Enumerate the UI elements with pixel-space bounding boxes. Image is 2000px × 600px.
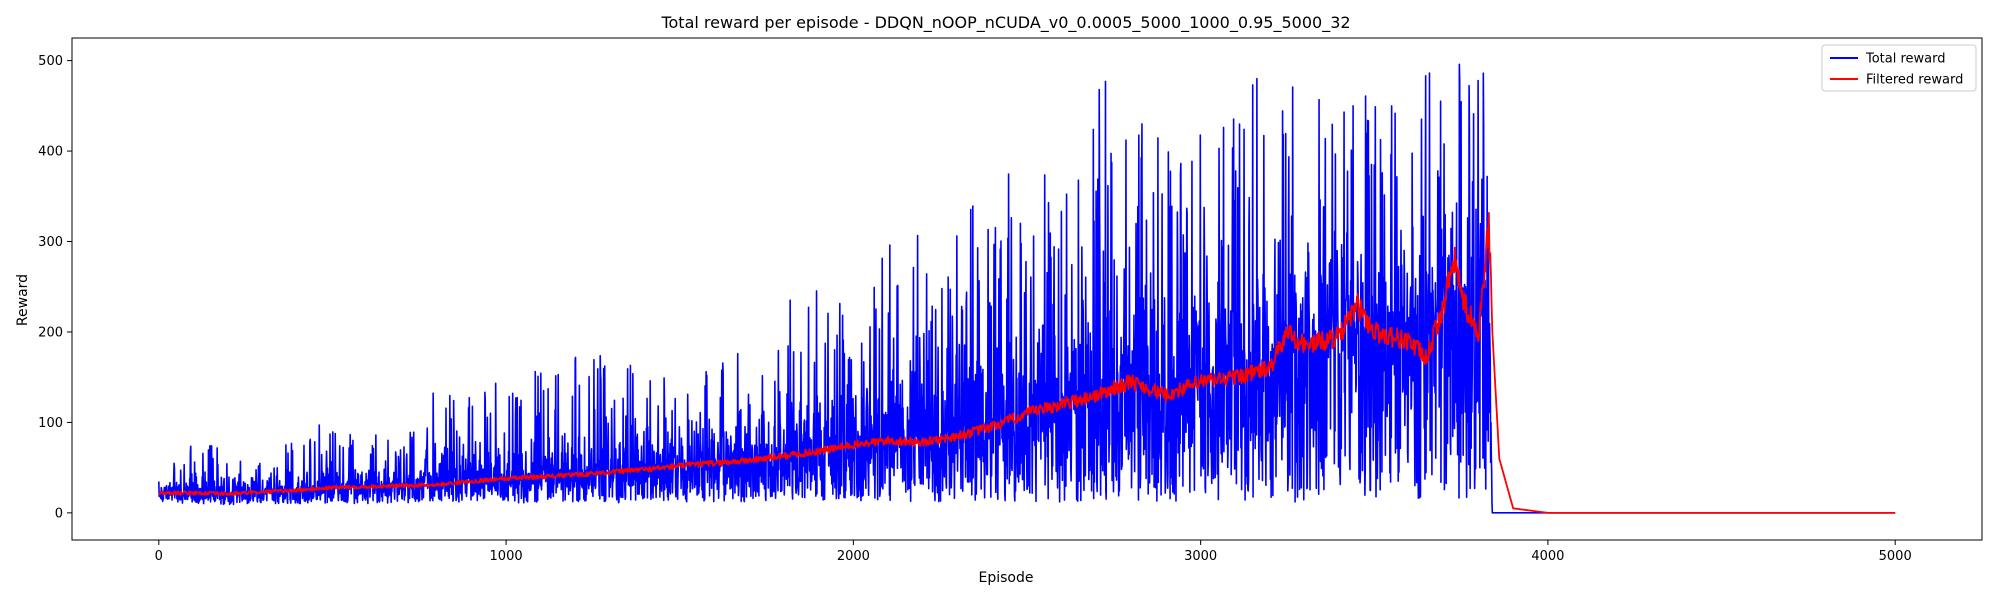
y-tick-label: 400 [38, 145, 63, 160]
y-tick-label: 300 [38, 235, 63, 250]
y-axis-ticks: 0 100 200 300 400 500 [38, 54, 72, 521]
x-tick-label: 0 [155, 549, 163, 564]
y-tick-label: 100 [38, 416, 63, 431]
filtered-reward-line [158, 211, 1896, 514]
x-tick-label: 1000 [490, 549, 523, 564]
x-axis-ticks: 0 1000 2000 3000 4000 5000 [155, 540, 1912, 564]
chart-title: Total reward per episode - DDQN_nOOP_nCU… [660, 13, 1350, 33]
legend-entry: Total reward [1865, 52, 1946, 67]
x-tick-label: 5000 [1879, 549, 1912, 564]
chart-legend: Total reward Filtered reward [1821, 44, 1977, 92]
legend-box [1821, 44, 1977, 92]
legend-entry: Filtered reward [1866, 73, 1963, 88]
plot-area [71, 37, 1983, 541]
x-tick-label: 3000 [1184, 549, 1217, 564]
y-tick-label: 0 [55, 506, 63, 521]
x-tick-label: 2000 [837, 549, 870, 564]
x-axis-label: Episode [979, 570, 1034, 586]
y-tick-label: 200 [38, 325, 63, 340]
x-tick-label: 4000 [1531, 549, 1564, 564]
y-axis-label: Reward [15, 274, 31, 326]
y-tick-label: 500 [38, 54, 63, 69]
axes-frame [71, 37, 1983, 541]
